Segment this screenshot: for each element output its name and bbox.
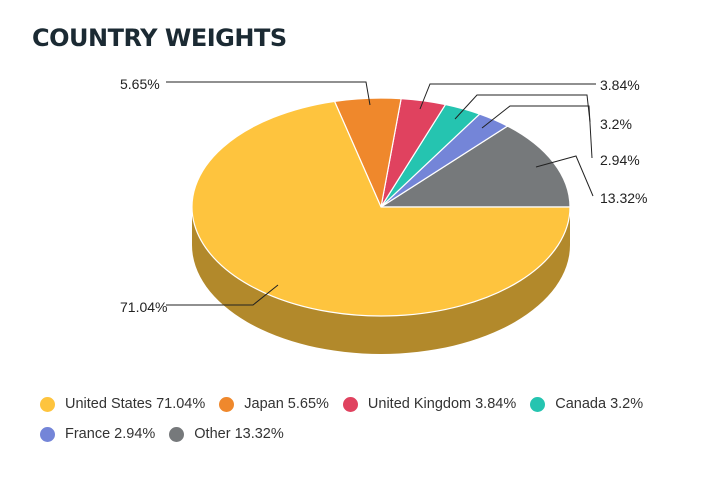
chart-legend: United States 71.04% Japan 5.65% United Ki… [40, 396, 700, 442]
data-label-other: 13.32% [600, 190, 647, 206]
data-label-united-states: 71.04% [120, 299, 167, 315]
leader-line-canada [454, 94, 591, 123]
legend-label-united-states: United States 71.04% [65, 396, 206, 412]
legend-item-canada[interactable]: Canada 3.2% [530, 396, 643, 412]
pie-slice-united-states[interactable] [191, 100, 571, 317]
leader-line-united-states [166, 284, 279, 306]
pie-chart: 13.32% 2.94% 3.2% 3.84% 5.65% 71.04% [120, 76, 647, 354]
pie-slice-other[interactable] [380, 125, 571, 208]
legend-swatch-canada [530, 396, 546, 412]
legend-label-france: France 2.94% [65, 426, 156, 442]
legend-item-france[interactable]: France 2.94% [40, 426, 155, 442]
leader-lines [166, 81, 596, 306]
slice-labels: 13.32% 2.94% 3.2% 3.84% 5.65% 71.04% [120, 76, 647, 315]
pie-side-united-states [192, 207, 570, 354]
pie-top [191, 97, 571, 317]
legend-label-japan: Japan 5.65% [244, 396, 329, 412]
legend-item-other[interactable]: Other 13.32% [169, 426, 284, 442]
legend-label-united-kingdom: United Kingdom 3.84% [367, 396, 517, 412]
legend-swatch-united-kingdom [342, 396, 358, 412]
data-label-japan: 5.65% [120, 76, 160, 92]
leader-line-united-kingdom [419, 83, 596, 110]
leader-line-france [481, 105, 593, 159]
legend-label-canada: Canada 3.2% [555, 396, 644, 412]
leader-line-other [535, 155, 594, 197]
legend-swatch-japan [219, 396, 235, 412]
leader-line-japan [166, 81, 371, 106]
legend-swatch-france [40, 426, 55, 442]
chart-title: COUNTRY WEIGHTS [32, 24, 287, 52]
legend-swatch-other [169, 426, 185, 442]
legend-item-united-states[interactable]: United States 71.04% [40, 396, 205, 412]
data-label-united-kingdom: 3.84% [600, 77, 640, 93]
legend-item-japan[interactable]: Japan 5.65% [219, 396, 329, 412]
legend-swatch-united-states [40, 396, 55, 412]
legend-label-other: Other 13.32% [194, 426, 284, 442]
pie-sides [192, 207, 570, 354]
data-label-canada: 3.2% [600, 116, 632, 132]
data-label-france: 2.94% [600, 152, 640, 168]
legend-item-united-kingdom[interactable]: United Kingdom 3.84% [342, 396, 517, 412]
